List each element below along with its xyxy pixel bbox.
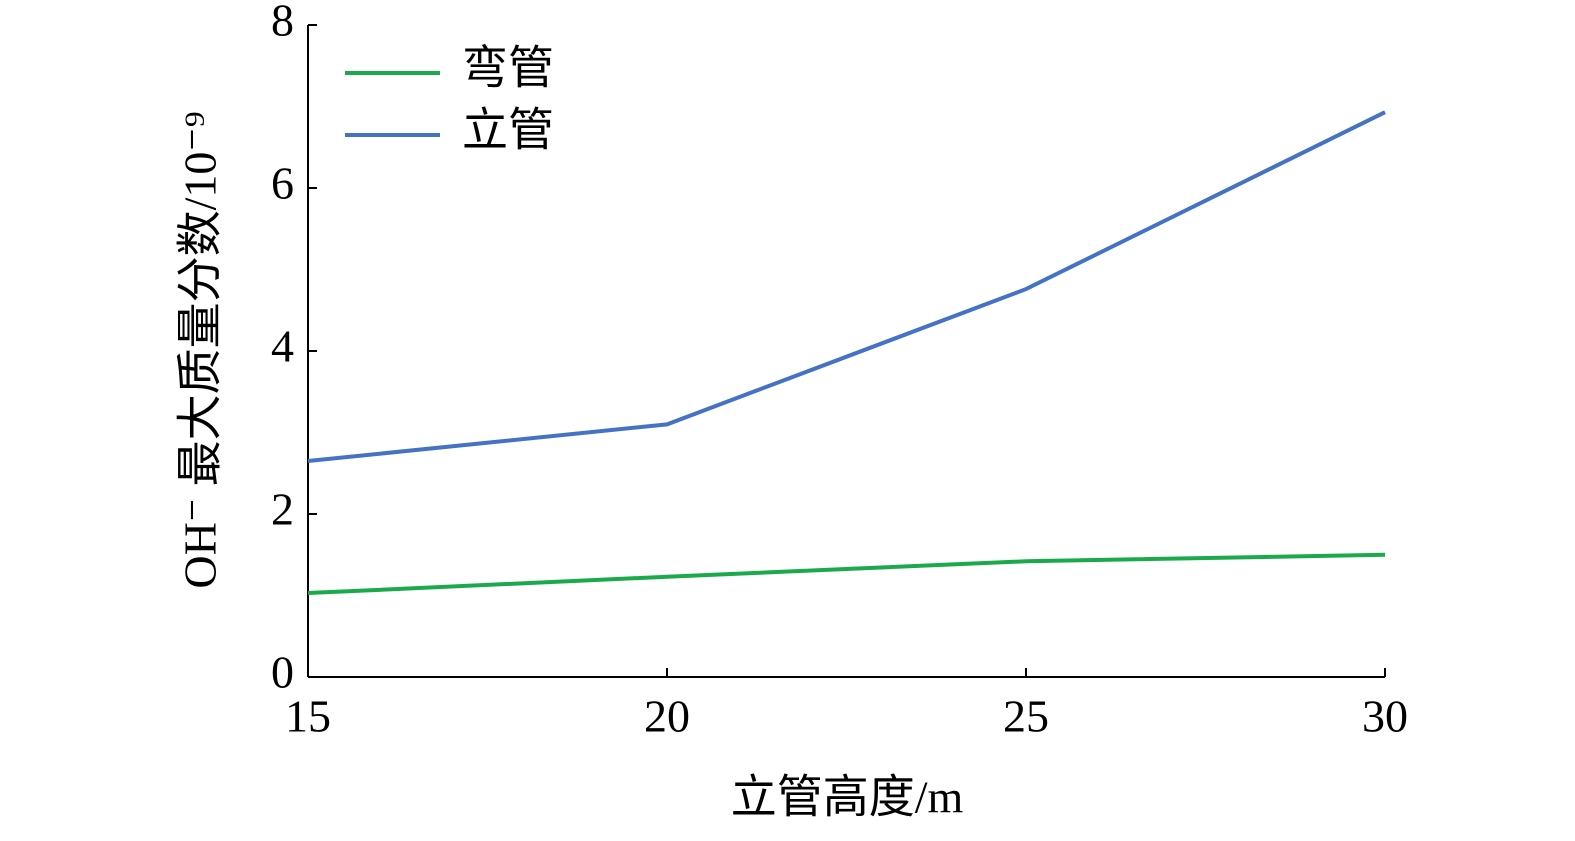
y-axis-label: OH⁻ 最大质量分数/10⁻⁹ — [175, 111, 226, 588]
x-tick-label: 15 — [285, 691, 331, 742]
x-tick-label: 30 — [1362, 691, 1408, 742]
series-line — [307, 110, 1386, 464]
legend-label: 弯管 — [462, 43, 554, 94]
x-tick-label: 25 — [1003, 691, 1049, 742]
y-tick-label: 6 — [271, 158, 294, 209]
y-tick-label: 0 — [271, 647, 294, 698]
legend-label: 立管 — [462, 105, 554, 156]
y-tick-label: 8 — [271, 0, 294, 46]
x-tick-label: 20 — [644, 691, 690, 742]
y-tick-label: 4 — [271, 321, 294, 372]
series-line — [307, 552, 1386, 596]
y-tick-label: 2 — [271, 484, 294, 535]
x-axis-label: 立管高度/m — [731, 772, 964, 823]
